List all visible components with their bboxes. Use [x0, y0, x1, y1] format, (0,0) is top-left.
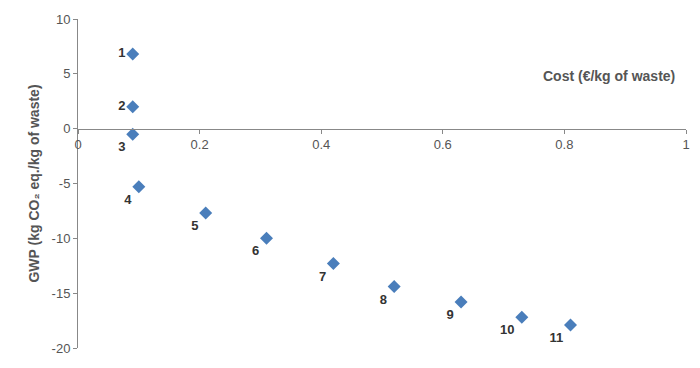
svg-text:2: 2 [118, 98, 125, 113]
svg-text:6: 6 [252, 243, 259, 258]
svg-text:-15: -15 [52, 286, 71, 301]
svg-text:3: 3 [118, 139, 125, 154]
svg-text:0.8: 0.8 [555, 137, 573, 152]
svg-text:0: 0 [74, 137, 81, 152]
svg-text:0.4: 0.4 [312, 137, 330, 152]
svg-text:10: 10 [56, 12, 70, 27]
svg-text:8: 8 [380, 292, 387, 307]
svg-text:-5: -5 [59, 176, 71, 191]
svg-text:5: 5 [191, 218, 198, 233]
svg-text:-20: -20 [52, 341, 71, 356]
svg-text:Cost (€/kg of waste): Cost (€/kg of waste) [543, 68, 675, 84]
svg-text:5: 5 [63, 66, 70, 81]
svg-text:0.6: 0.6 [434, 137, 452, 152]
svg-text:0.2: 0.2 [191, 137, 209, 152]
svg-text:7: 7 [319, 269, 326, 284]
svg-text:4: 4 [124, 192, 132, 207]
svg-text:0: 0 [63, 121, 70, 136]
svg-text:9: 9 [447, 307, 454, 322]
svg-text:GWP (kg CO₂ eq./kg of waste): GWP (kg CO₂ eq./kg of waste) [26, 84, 42, 282]
svg-text:1: 1 [118, 45, 125, 60]
svg-text:1: 1 [682, 137, 689, 152]
svg-text:11: 11 [549, 330, 563, 345]
svg-text:-10: -10 [52, 231, 71, 246]
svg-text:10: 10 [500, 322, 514, 337]
